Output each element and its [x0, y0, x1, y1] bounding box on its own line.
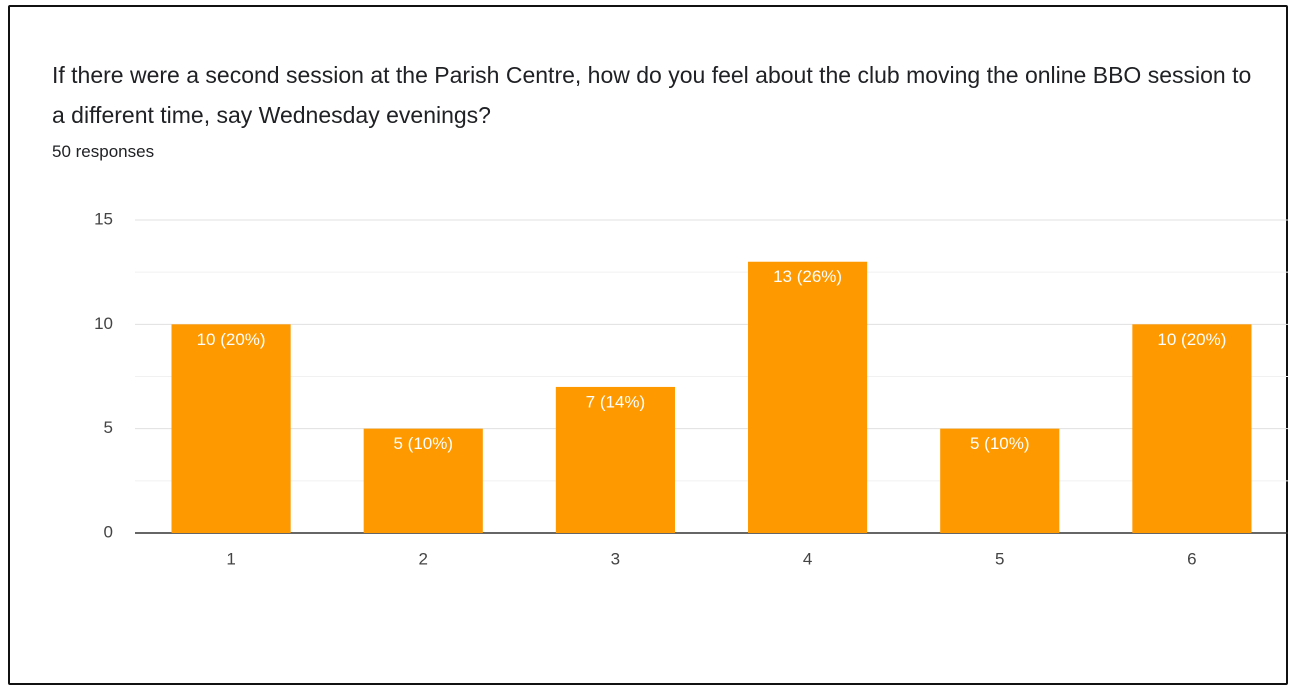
data-label: 5 (10%) — [970, 434, 1030, 453]
bar — [555, 386, 675, 533]
bar — [748, 261, 868, 533]
data-label: 10 (20%) — [197, 330, 266, 349]
x-tick-label: 3 — [611, 549, 620, 568]
x-tick-label: 6 — [1187, 549, 1196, 568]
data-label: 7 (14%) — [586, 392, 646, 411]
data-label: 13 (26%) — [773, 267, 842, 286]
x-tick-label: 2 — [419, 549, 428, 568]
x-tick-label: 4 — [803, 549, 812, 568]
chart: 0 5 10 15 1 10 (20%) 2 5 (10%) 3 7 (14%) 4 13 (26%)… — [94, 209, 1288, 568]
y-tick-label: 15 — [94, 209, 113, 228]
data-label: 5 (10%) — [393, 434, 453, 453]
y-tick-label: 10 — [94, 314, 113, 333]
x-tick-label: 5 — [995, 549, 1004, 568]
bar — [940, 428, 1060, 533]
bar — [1132, 324, 1252, 533]
y-tick-label: 5 — [104, 418, 113, 437]
bar — [171, 324, 291, 533]
bar — [363, 428, 483, 533]
x-tick-label: 1 — [226, 549, 235, 568]
page: If there were a second session at the Pa… — [8, 5, 1288, 685]
chart-title: If there were a second session at the Pa… — [52, 62, 1252, 128]
y-tick-label: 0 — [104, 522, 113, 541]
data-label: 10 (20%) — [1157, 330, 1226, 349]
chart-subtitle: 50 responses — [52, 142, 155, 161]
